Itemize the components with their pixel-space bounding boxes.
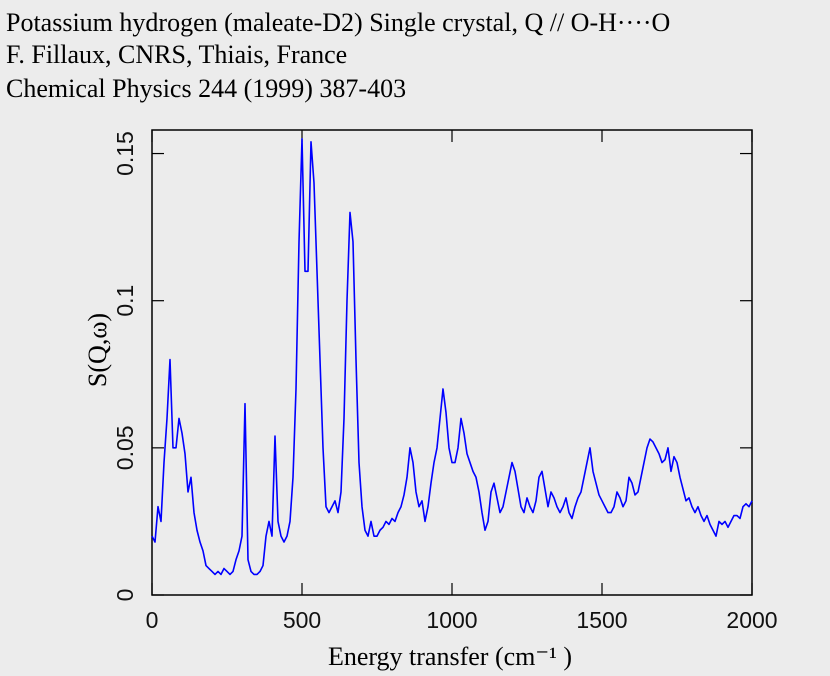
x-tick-label: 1500 xyxy=(576,607,627,633)
x-tick-label: 2000 xyxy=(726,607,777,633)
title-line: Chemical Physics 244 (1999) 387-403 xyxy=(6,74,406,103)
x-tick-label: 500 xyxy=(283,607,321,633)
title-line: F. Fillaux, CNRS, Thiais, France xyxy=(6,40,347,69)
y-tick-label: 0 xyxy=(112,589,138,602)
y-tick-label: 0.05 xyxy=(112,425,138,470)
y-tick-label: 0.15 xyxy=(112,131,138,176)
y-axis-label: S(Q,ω) xyxy=(83,313,112,387)
y-tick-label: 0.1 xyxy=(112,285,138,317)
x-tick-label: 0 xyxy=(146,607,159,633)
title-line: Potassium hydrogen (maleate-D2) Single c… xyxy=(6,8,670,37)
spectrum-line xyxy=(151,138,753,576)
x-axis-label: Energy transfer (cm⁻¹ ) xyxy=(328,642,572,671)
x-tick-label: 1000 xyxy=(426,607,477,633)
